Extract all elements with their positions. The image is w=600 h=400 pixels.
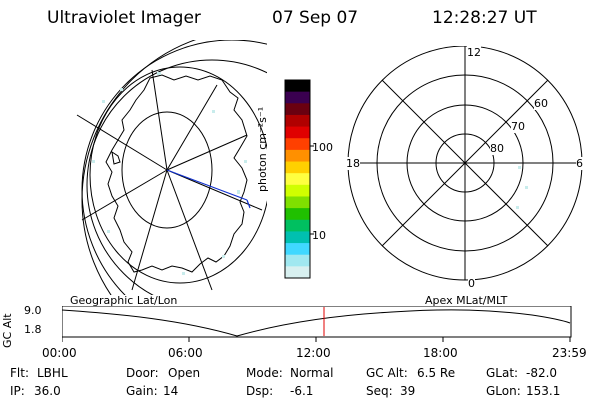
lat-circle	[89, 66, 267, 284]
colorbar-segment	[285, 80, 310, 93]
mlt-label-0: 0	[468, 277, 475, 290]
meridian	[166, 169, 263, 211]
time-label: 12:28:27 UT	[432, 8, 537, 28]
mlat-label-80: 80	[490, 142, 504, 155]
colorbar-tick-100: 100	[312, 141, 333, 154]
param-flt-value: LBHL	[37, 366, 68, 380]
param-seq-value: 39	[400, 384, 416, 398]
colorbar-segment	[285, 184, 310, 197]
colorbar-segment	[285, 114, 310, 128]
colorbar-segment	[285, 254, 310, 267]
colorbar-segment	[285, 126, 310, 139]
colorbar-segment	[285, 103, 310, 116]
param-mode-key: Mode:	[246, 366, 283, 380]
altitude-plot	[62, 306, 572, 342]
colorbar-segment	[285, 173, 310, 186]
app-title: Ultraviolet Imager	[47, 8, 201, 28]
meridian	[81, 169, 168, 221]
lat-circle	[86, 59, 267, 295]
colorbar-segment	[285, 91, 310, 104]
param-ip-value: 36.0	[34, 384, 61, 398]
colorbar	[284, 79, 314, 279]
coastline	[111, 150, 121, 165]
colorbar-segment	[285, 219, 310, 232]
colorbar-segment	[285, 138, 310, 151]
altitude-ylabel: GC Alt	[1, 313, 14, 348]
altitude-xtick-0000: 00:00	[42, 346, 77, 360]
altitude-ytick-bottom: 1.8	[24, 323, 42, 336]
altitude-xtick-0600: 06:00	[168, 346, 203, 360]
meridian	[166, 134, 248, 171]
param-gain-key: Gain:	[126, 384, 158, 398]
colorbar-segment	[285, 161, 310, 174]
param-door-key: Door:	[126, 366, 159, 380]
colorbar-segment	[285, 231, 310, 244]
meridian	[151, 69, 168, 171]
meridian	[166, 169, 213, 291]
mlat-label-70: 70	[511, 120, 525, 133]
mlt-line	[381, 79, 549, 247]
polar-plot	[347, 46, 583, 281]
date-label: 07 Sep 07	[272, 8, 359, 28]
altitude-xtick-1800: 18:00	[423, 346, 458, 360]
right-panel-label: Apex MLat/MLT	[425, 294, 508, 307]
colorbar-tick-10: 10	[312, 229, 326, 242]
param-gcalt-key: GC Alt:	[366, 366, 408, 380]
param-dsp-value: -6.1	[290, 384, 314, 398]
param-ip-key: IP:	[10, 384, 25, 398]
param-glat-value: -82.0	[526, 366, 558, 380]
colorbar-segment	[285, 149, 310, 163]
colorbar-segment	[285, 243, 310, 256]
param-mode-value: Normal	[290, 366, 334, 380]
mlt-label-18: 18	[346, 157, 360, 170]
aurora-speckles	[92, 72, 247, 275]
altitude-xtick-1200: 12:00	[296, 346, 331, 360]
param-seq-key: Seq:	[366, 384, 393, 398]
mlt-label-12: 12	[467, 46, 481, 59]
param-dsp-key: Dsp:	[246, 384, 274, 398]
lat-circle	[121, 111, 213, 229]
geographic-map	[76, 40, 267, 295]
coastline	[105, 74, 248, 273]
colorbar-segment	[285, 266, 310, 279]
altitude-ytick-top: 9.0	[24, 304, 42, 317]
param-door-value: Open	[168, 366, 201, 380]
altitude-curve	[62, 309, 571, 337]
mlt-label-6: 6	[576, 157, 583, 170]
meridian	[76, 114, 168, 171]
altitude-xtick-2359: 23:59	[552, 346, 587, 360]
meridian	[131, 169, 168, 291]
param-flt-key: Flt:	[10, 366, 29, 380]
param-glon-key: GLon:	[486, 384, 521, 398]
colorbar-segment	[285, 196, 310, 209]
footprint-line	[246, 199, 251, 209]
meridian	[166, 84, 218, 171]
lat-circle	[81, 40, 197, 295]
left-panel-label: Geographic Lat/Lon	[70, 294, 178, 307]
colorbar-segment	[285, 208, 310, 221]
param-gcalt-value: 6.5 Re	[417, 366, 456, 380]
param-glat-key: GLat:	[486, 366, 519, 380]
param-gain-value: 14	[163, 384, 179, 398]
colorbar-unit-label: photon cm⁻²s⁻¹	[256, 106, 269, 192]
param-glon-value: 153.1	[526, 384, 561, 398]
mlat-label-60: 60	[534, 97, 548, 110]
footprint-line	[166, 169, 248, 201]
